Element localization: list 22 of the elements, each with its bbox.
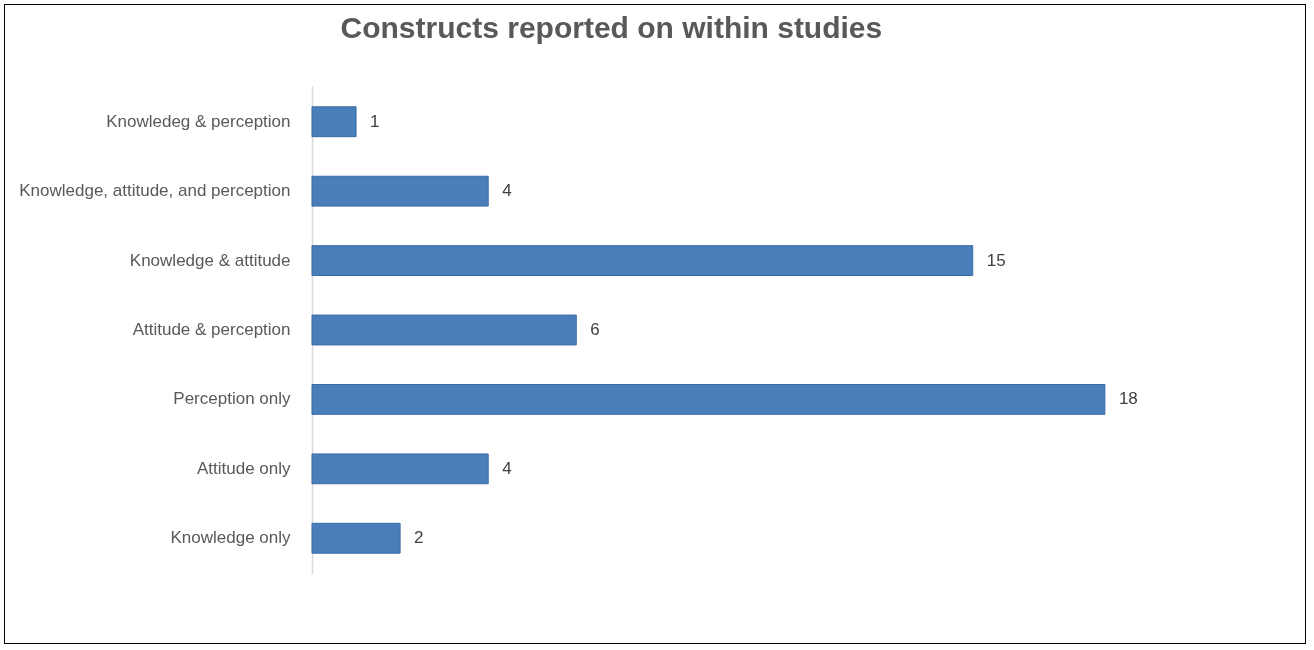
y-tick-label: Knowledge & attitude — [129, 250, 291, 270]
bar — [311, 522, 401, 554]
data-label: 15 — [986, 250, 1006, 270]
bar — [311, 453, 489, 485]
data-label: 18 — [1118, 389, 1138, 409]
y-tick-label: Attitude only — [196, 458, 291, 478]
bar — [311, 314, 577, 346]
bar — [311, 175, 489, 207]
y-tick-label: Knowledeg & perception — [106, 111, 291, 131]
data-label: 4 — [502, 181, 512, 201]
data-label: 1 — [370, 111, 380, 131]
data-label: 6 — [590, 320, 600, 339]
bar — [311, 106, 357, 138]
y-tick-label: Knowledge, attitude, and perception — [19, 181, 291, 201]
chart-title: Constructs reported on within studies — [340, 11, 883, 44]
bar — [311, 383, 1106, 415]
data-label: 2 — [414, 528, 424, 548]
data-label: 4 — [502, 458, 512, 478]
y-tick-label: Attitude & perception — [132, 320, 291, 339]
y-tick-label: Perception only — [173, 389, 291, 409]
y-tick-label: Knowledge only — [170, 528, 291, 548]
bar — [311, 245, 974, 277]
